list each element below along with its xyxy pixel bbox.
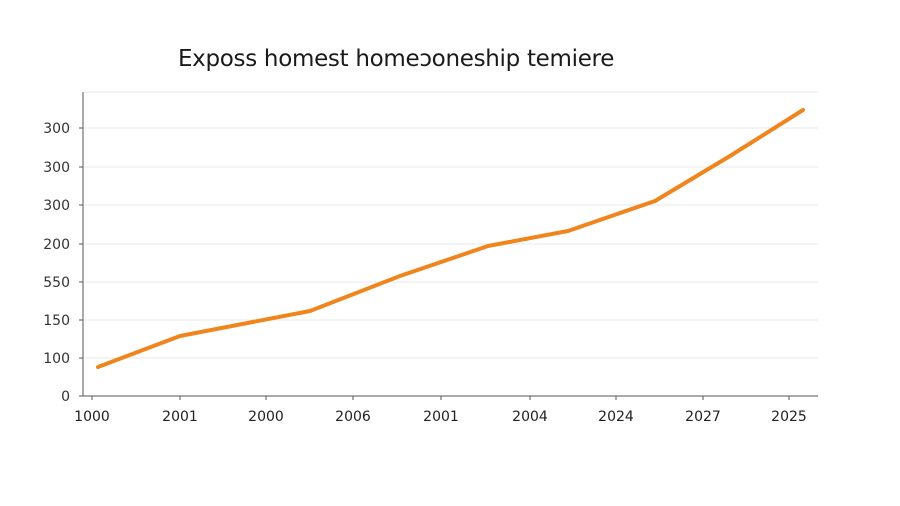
data-line [96, 108, 805, 369]
x-tick-label: 2004 [512, 409, 548, 425]
x-tick-label: 2006 [335, 409, 371, 425]
y-tick-label: 300 [43, 160, 70, 176]
y-tick-label: 550 [43, 275, 70, 291]
y-axis-ticks: 0 100 150 550 200 300 300 300 [43, 121, 83, 405]
x-tick-label: 2000 [248, 409, 284, 425]
x-tick-label: 2027 [685, 409, 721, 425]
y-tick-label: 200 [43, 237, 70, 253]
y-tick-label: 150 [43, 313, 70, 329]
x-tick-label: 2024 [598, 409, 634, 425]
chart-title: Exposs homest homeɔoneship temiere [177, 46, 615, 72]
y-tick-label: 300 [43, 198, 70, 214]
y-tick-label: 100 [43, 351, 70, 367]
x-tick-label: 2001 [423, 409, 459, 425]
x-tick-label: 1000 [74, 409, 110, 425]
x-tick-label: 2001 [162, 409, 198, 425]
x-axis-ticks: 1000 2001 2000 2006 2001 2004 2024 2027 2025 [74, 396, 807, 425]
x-tick-label: 2025 [771, 409, 807, 425]
y-tick-label: 300 [43, 121, 70, 137]
gridlines [84, 91, 818, 359]
y-tick-label: 0 [61, 389, 70, 405]
